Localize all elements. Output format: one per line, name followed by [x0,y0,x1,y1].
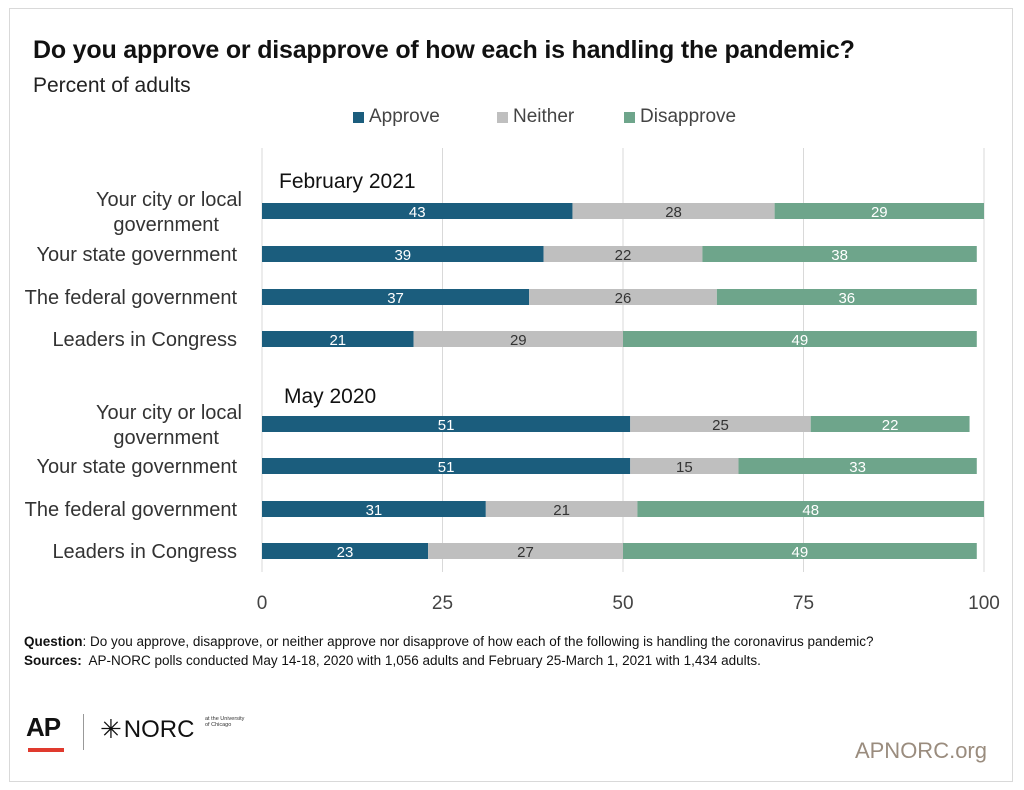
data-label: 33 [849,459,866,476]
sources-text: AP-NORC polls conducted May 14-18, 2020 … [81,653,761,668]
data-label: 51 [438,459,455,476]
data-label: 25 [712,417,729,434]
group-label: May 2020 [284,385,376,408]
site-link[interactable]: APNORC.org [854,738,987,763]
category-label: Leaders in Congress [52,541,237,563]
bar-disapprove [623,331,977,347]
bar-neither [630,416,811,432]
data-label: 15 [676,459,693,476]
question-text: : Do you approve, disapprove, or neither… [82,634,874,649]
data-label: 38 [831,247,848,264]
legend-item-neither: Neither [497,106,574,128]
legend-swatch-approve [353,111,364,123]
data-label: 22 [615,247,632,264]
bar-approve [262,203,573,219]
legend-label-approve: Approve [369,106,440,127]
chart-title: Do you approve or disapprove of how each… [33,36,855,64]
bar-disapprove [716,289,977,305]
category-label: Your city or local government [96,189,242,236]
data-label: 37 [387,290,404,307]
legend-swatch-disapprove [624,111,635,123]
data-label: 48 [802,502,819,519]
logo-divider [83,714,84,750]
x-tick-label: 75 [793,593,814,614]
category-label: The federal government [25,499,238,521]
data-label: 29 [871,204,888,221]
data-label: 23 [337,544,354,561]
data-label: 36 [838,290,855,307]
data-label: 22 [882,417,899,434]
bar-approve [262,458,631,474]
category-label: The federal government [25,287,238,309]
legend-label-neither: Neither [513,106,575,127]
chart-subtitle: Percent of adults [33,74,191,97]
bar-neither [485,501,638,517]
data-label: 51 [438,417,455,434]
bar-neither [630,458,739,474]
bar-neither [543,246,703,262]
bar-approve [262,331,414,347]
data-label: 21 [553,502,570,519]
bar-chart: 0 25 50 75 100 February 2021 Your city or loca… [25,148,1000,614]
data-label: 26 [615,290,632,307]
bar-disapprove [637,501,984,517]
bar-neither [572,203,775,219]
bar-disapprove [774,203,984,219]
sources-note: Sources: AP-NORC polls conducted May 14-… [24,653,761,668]
group-label: February 2021 [279,170,416,193]
data-label: 21 [329,332,346,349]
bar-disapprove [623,543,977,559]
bar-disapprove [810,416,970,432]
bar-disapprove [702,246,977,262]
legend: Approve Neither Disapprove [0,106,1024,132]
bar-disapprove [738,458,977,474]
data-label: 28 [665,204,682,221]
category-label: Your state government [37,244,238,266]
category-label: Your city or local government [96,402,242,449]
ap-logo-underline [28,748,64,752]
sources-label: Sources: [24,653,82,668]
legend-label-disapprove: Disapprove [640,106,737,127]
norc-logo: ✳ NORC [100,714,194,745]
legend-item-approve: Approve [353,106,440,128]
x-tick-label: 0 [257,593,268,614]
legend-swatch-neither [497,111,508,123]
question-label: Question [24,634,83,649]
legend-item-disapprove: Disapprove [624,106,736,128]
x-tick-label: 50 [612,593,633,614]
norc-star-icon: ✳ [100,714,122,744]
question-note: Question: Do you approve, disapprove, or… [24,634,874,649]
data-label: 27 [517,544,534,561]
bar-approve [262,289,530,305]
data-label: 49 [792,332,809,349]
bar-neither [413,331,623,347]
ap-logo: AP [26,712,61,742]
category-label: Leaders in Congress [52,329,237,351]
bar-approve [262,543,429,559]
bar-approve [262,501,486,517]
bar-approve [262,416,631,432]
data-label: 49 [792,544,809,561]
x-tick-label: 100 [968,593,1000,614]
bar-neither [428,543,623,559]
category-label: Your state government [37,456,238,478]
norc-logo-text: NORC [123,715,195,743]
data-label: 39 [394,247,411,264]
bar-neither [529,289,717,305]
bar-approve [262,246,544,262]
chart-frame [9,8,1013,782]
data-label: 29 [510,332,527,349]
data-label: 31 [366,502,383,519]
data-label: 43 [409,204,426,221]
norc-logo-subtext: at the University of Chicago [205,716,245,728]
x-tick-label: 25 [432,593,453,614]
